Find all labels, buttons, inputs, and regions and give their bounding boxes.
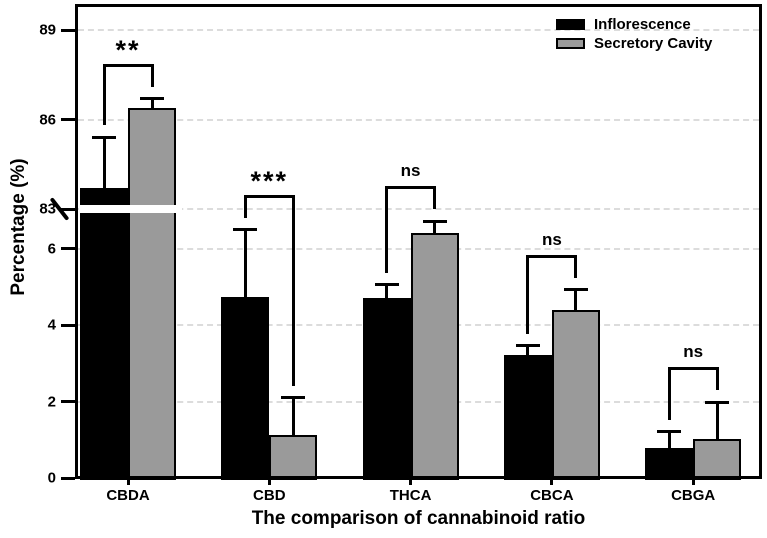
- sig-bracket-right-THCA: [433, 186, 437, 210]
- error-bar-stem-CBGA-inflorescence: [667, 431, 671, 448]
- error-bar-cap-CBGA-inflorescence: [657, 430, 682, 434]
- legend-swatch-secretory-cavity: [556, 38, 585, 49]
- error-bar-cap-CBDA-inflorescence: [92, 135, 116, 139]
- x-tick-CBGA: [691, 478, 695, 485]
- bar-CBCA-secretory-cavity: [551, 310, 600, 480]
- y-tick-0: [61, 476, 75, 480]
- legend-label-secretory-cavity: Secretory Cavity: [594, 35, 713, 52]
- sig-bracket-top-CBCA: [526, 254, 578, 258]
- error-bar-cap-CBCA-secretory-cavity: [563, 288, 588, 292]
- x-tick-label-CBDA: CBDA: [106, 487, 150, 504]
- y-tick-label-86: 86: [39, 111, 56, 129]
- sig-bracket-left-CBCA: [526, 254, 530, 334]
- error-bar-stem-CBD-secretory-cavity: [291, 397, 295, 435]
- sig-bracket-top-CBGA: [667, 367, 719, 371]
- sig-bracket-top-CBDA: [102, 63, 154, 67]
- error-bar-stem-CBCA-inflorescence: [526, 345, 530, 356]
- bar-CBGA-secretory-cavity: [693, 439, 742, 480]
- bar-CBD-secretory-cavity: [269, 434, 318, 480]
- bar-CBCA-inflorescence: [503, 355, 552, 480]
- error-bar-cap-THCA-secretory-cavity: [422, 219, 447, 223]
- sig-bracket-left-CBD: [243, 194, 247, 218]
- sig-bracket-right-CBCA: [574, 254, 578, 278]
- bar-CBDA-secretory-cavity: [128, 107, 176, 480]
- error-bar-cap-CBDA-secretory-cavity: [140, 97, 164, 101]
- sig-label-CBCA: ns: [541, 229, 562, 249]
- x-tick-label-CBCA: CBCA: [530, 487, 574, 504]
- y-tick-label-89: 89: [39, 21, 56, 39]
- x-tick-label-CBGA: CBGA: [671, 487, 716, 504]
- legend: Inflorescence Secretory Cavity: [556, 17, 712, 55]
- error-bar-cap-CBCA-inflorescence: [515, 344, 540, 348]
- error-bar-cap-CBD-secretory-cavity: [281, 396, 306, 400]
- sig-label-THCA: ns: [400, 161, 421, 181]
- error-bar-stem-CBCA-secretory-cavity: [574, 289, 578, 311]
- legend-label-inflorescence: Inflorescence: [594, 16, 691, 33]
- sig-label-CBD: ***: [250, 165, 289, 196]
- x-tick-CBCA: [550, 478, 554, 485]
- y-tick-label-83: 83: [39, 200, 56, 218]
- sig-bracket-left-THCA: [385, 186, 389, 273]
- axis-break-band: [79, 205, 182, 213]
- error-bar-cap-CBGA-secretory-cavity: [705, 400, 730, 404]
- y-tick-86: [61, 118, 75, 122]
- sig-bracket-top-THCA: [385, 186, 437, 190]
- bar-THCA-inflorescence: [362, 297, 411, 480]
- error-bar-stem-CBD-inflorescence: [243, 229, 247, 297]
- error-bar-stem-CBDA-secretory-cavity: [150, 98, 154, 108]
- sig-bracket-right-CBD: [291, 194, 295, 386]
- x-tick-label-THCA: THCA: [389, 487, 432, 504]
- error-bar-stem-THCA-secretory-cavity: [433, 221, 437, 233]
- x-tick-CBD: [267, 478, 271, 485]
- error-bar-cap-CBD-inflorescence: [233, 228, 258, 232]
- x-tick-THCA: [409, 478, 413, 485]
- bar-CBDA-inflorescence: [80, 188, 128, 480]
- sig-bracket-top-CBD: [243, 194, 295, 198]
- y-tick-label-6: 6: [47, 240, 56, 258]
- x-tick-CBDA: [126, 478, 130, 485]
- legend-item-secretory-cavity: Secretory Cavity: [556, 36, 712, 51]
- error-bar-stem-THCA-inflorescence: [385, 284, 389, 298]
- y-tick-89: [61, 28, 75, 32]
- y-tick-2: [61, 400, 75, 404]
- x-tick-label-CBD: CBD: [253, 487, 286, 504]
- sig-bracket-left-CBDA: [102, 63, 106, 126]
- error-bar-stem-CBGA-secretory-cavity: [715, 402, 719, 440]
- y-tick-label-2: 2: [47, 393, 56, 411]
- y-axis-title: Percentage (%): [8, 158, 29, 296]
- gridline-86: [78, 118, 759, 121]
- bar-CBGA-inflorescence: [645, 447, 694, 480]
- y-tick-6: [61, 247, 75, 251]
- legend-swatch-inflorescence: [556, 19, 585, 30]
- sig-label-CBGA: ns: [683, 342, 704, 362]
- y-tick-label-0: 0: [47, 469, 56, 487]
- y-tick-label-4: 4: [47, 316, 56, 334]
- y-tick-4: [61, 323, 75, 327]
- sig-label-CBDA: **: [115, 34, 141, 65]
- error-bar-cap-THCA-inflorescence: [374, 283, 399, 287]
- sig-bracket-right-CBGA: [715, 367, 719, 391]
- gridline-83: [78, 208, 759, 210]
- gridline-89: [78, 29, 759, 32]
- y-tick-83: [61, 207, 75, 211]
- bar-CBD-inflorescence: [221, 296, 270, 480]
- sig-bracket-left-CBGA: [667, 367, 671, 420]
- legend-item-inflorescence: Inflorescence: [556, 17, 712, 32]
- bar-THCA-secretory-cavity: [410, 232, 459, 480]
- sig-bracket-right-CBDA: [150, 63, 154, 87]
- x-axis-title: The comparison of cannabinoid ratio: [251, 508, 586, 529]
- error-bar-stem-CBDA-inflorescence: [102, 137, 106, 189]
